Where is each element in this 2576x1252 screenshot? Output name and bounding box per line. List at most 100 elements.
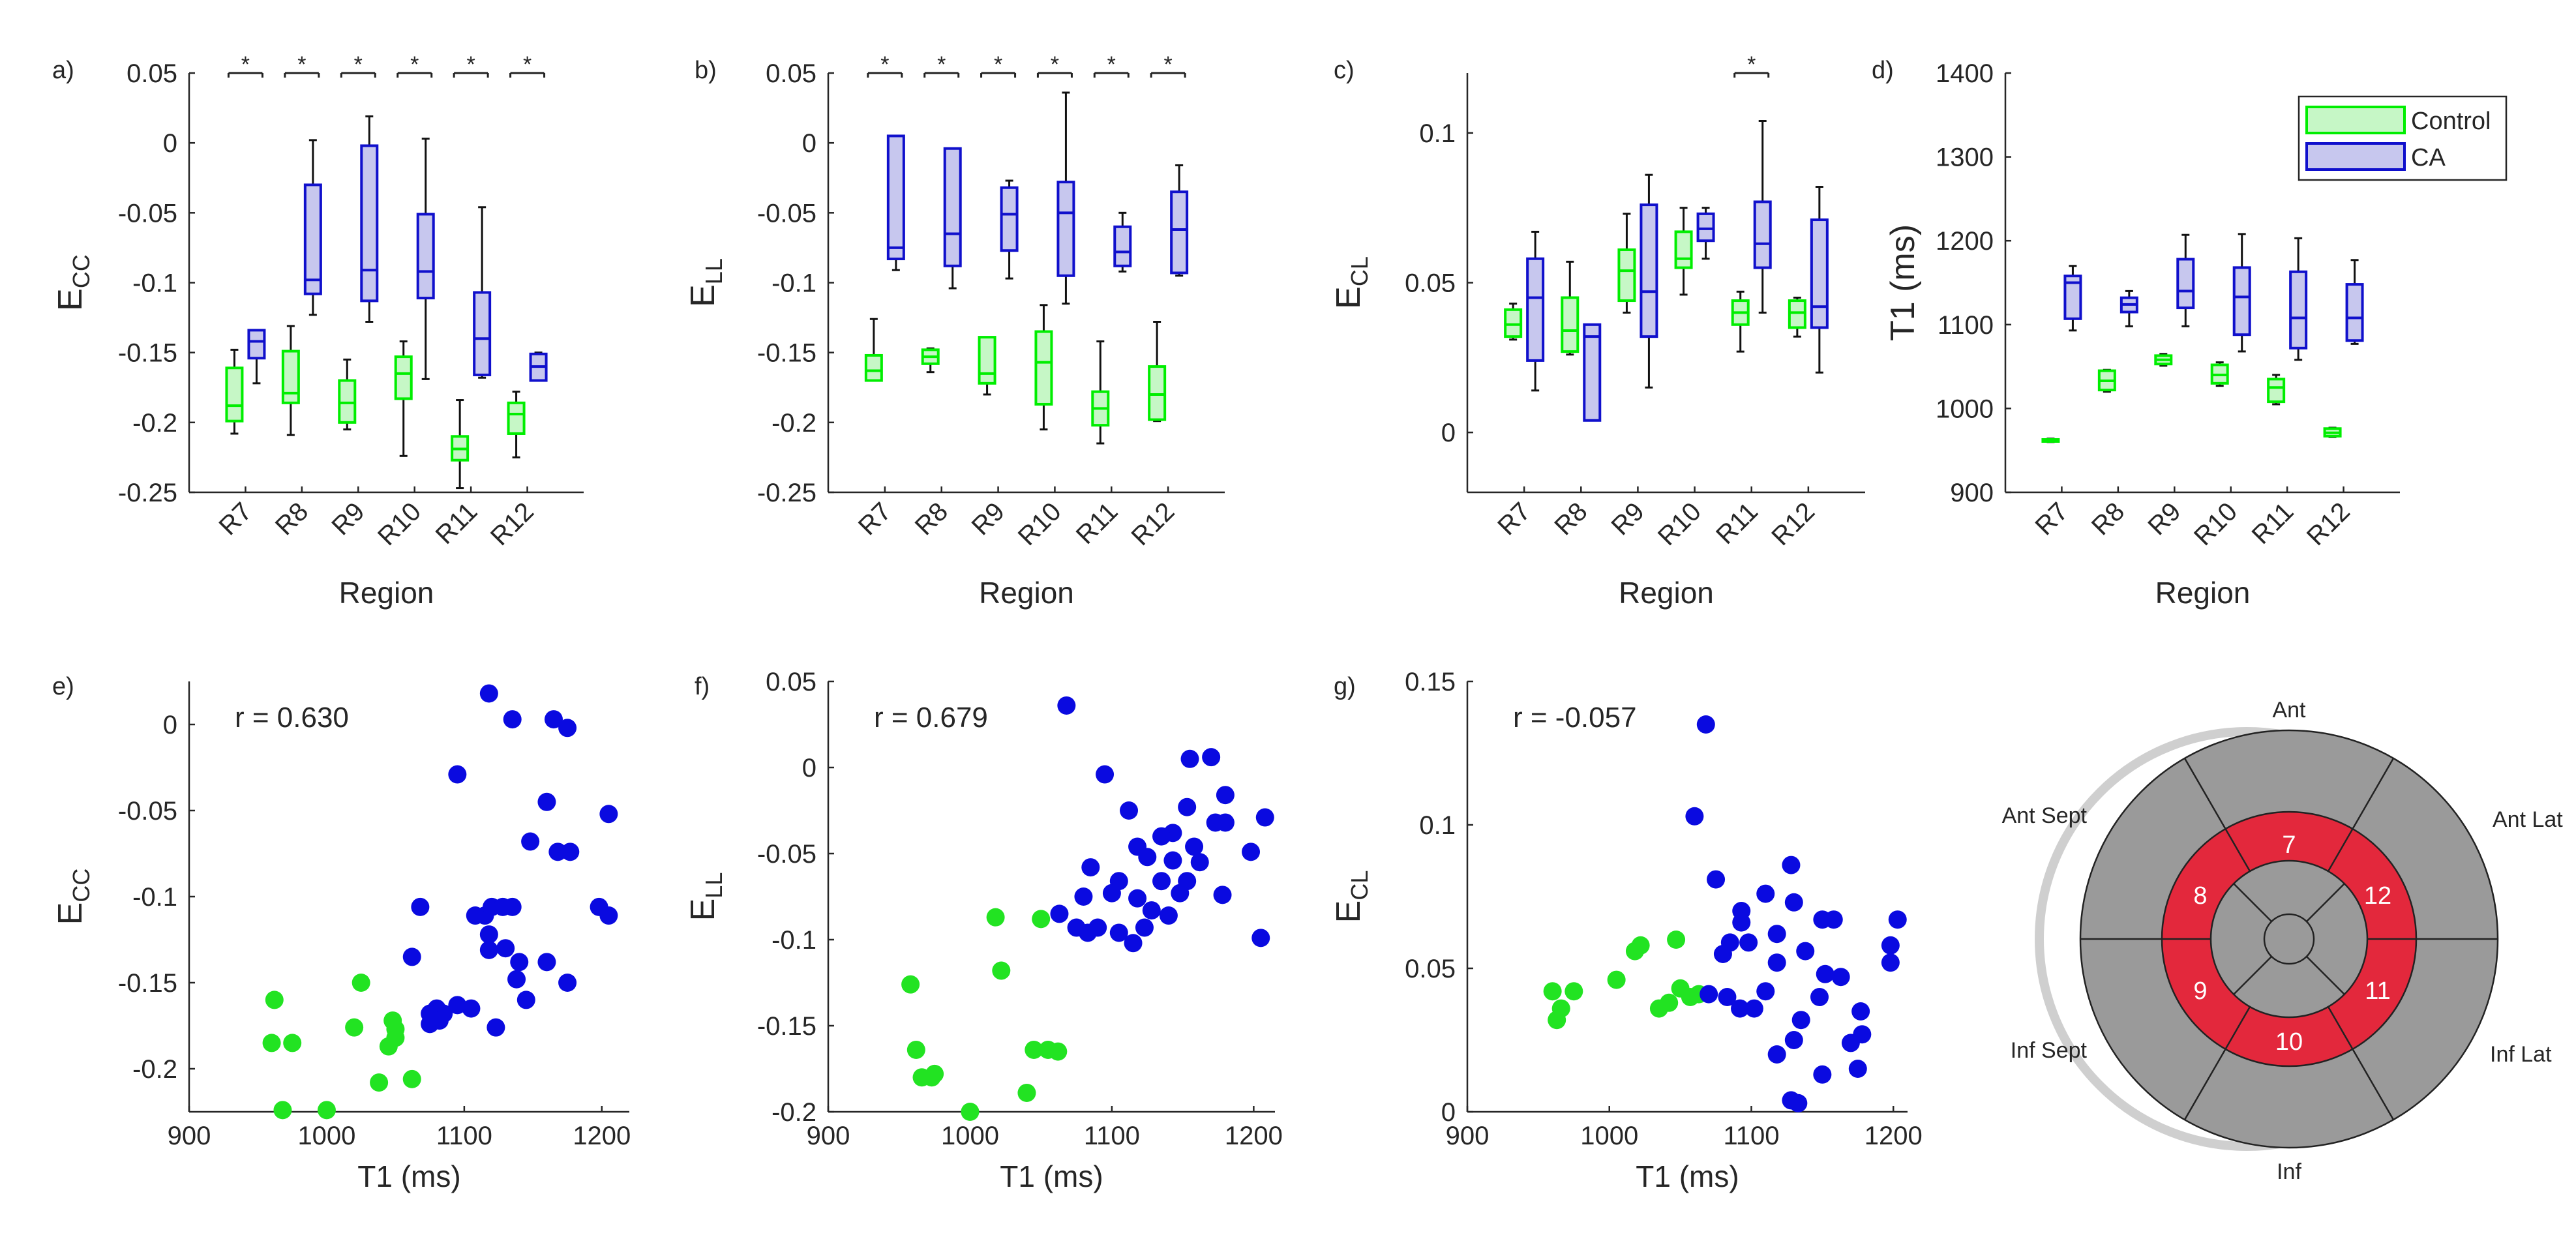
scatter-point-ca <box>561 842 580 861</box>
x-axis-label: T1 (ms) <box>1000 1159 1103 1193</box>
scatter-point-ca <box>1202 748 1221 767</box>
x-tick-label: R10 <box>1013 497 1067 551</box>
x-tick-label: 1200 <box>1225 1122 1283 1150</box>
scatter-point-ca <box>503 710 522 729</box>
x-tick-label: 1200 <box>1865 1122 1923 1150</box>
box-ca <box>360 144 379 303</box>
apical-divider <box>2233 955 2273 995</box>
x-tick-label: R7 <box>2030 497 2074 541</box>
x-tick-label: R11 <box>2247 497 2299 550</box>
x-tick-label: R12 <box>1766 497 1820 551</box>
box-control <box>1674 230 1693 269</box>
scatter-point-ca <box>1824 910 1843 929</box>
y-axis-label: ECC <box>52 869 95 925</box>
bullseye-label-ant-lat: Ant Lat <box>2493 807 2563 832</box>
correlation-annotation: r = 0.679 <box>874 702 988 734</box>
legend-swatch-ca <box>2305 142 2406 171</box>
scatter-point-ca <box>1074 887 1093 906</box>
scatter-point-ca <box>1159 906 1178 925</box>
x-tick-label: R7 <box>214 497 258 541</box>
scatter-point-ca <box>510 953 529 972</box>
x-axis-label: T1 (ms) <box>1636 1159 1739 1193</box>
box-ca <box>303 183 322 295</box>
scatter-point-ca <box>479 925 498 944</box>
x-tick-label: 900 <box>1446 1122 1490 1150</box>
box-control <box>1034 330 1053 406</box>
box-ca <box>943 147 962 267</box>
scatter-point-control <box>262 1034 281 1052</box>
x-tick-label: R11 <box>1711 497 1763 550</box>
mid-divider <box>2224 1006 2251 1050</box>
bullseye-apex <box>2263 913 2315 965</box>
scatter-point-ca <box>1120 801 1139 820</box>
box-ca <box>2289 270 2308 350</box>
x-tick-label: R12 <box>2301 497 2356 551</box>
scatter-point-ca <box>1881 953 1900 972</box>
scatter-point-ca <box>1128 889 1147 908</box>
box-ca <box>1583 323 1602 422</box>
y-tick-label: 0.15 <box>1405 668 1456 696</box>
box-control <box>507 401 526 435</box>
legend-label-ca: CA <box>2411 144 2446 171</box>
scatter-point-control <box>1631 936 1650 955</box>
y-tick-label: -0.15 <box>757 1012 816 1041</box>
significance-star: * <box>467 52 475 77</box>
y-tick-label: 0.05 <box>766 668 816 696</box>
scatter-point-ca <box>1178 797 1197 816</box>
significance-star: * <box>1747 52 1756 77</box>
y-tick-label: 0 <box>802 129 816 158</box>
box-ca <box>416 213 435 300</box>
significance-star: * <box>994 52 1002 77</box>
scatter-point-ca <box>1767 925 1786 944</box>
scatter-point-ca <box>1190 853 1209 872</box>
scatter-point-control <box>961 1103 980 1121</box>
segment-label-10: 10 <box>2275 1028 2303 1056</box>
y-tick-label: -0.05 <box>757 840 816 869</box>
scatter-point-control <box>386 1020 405 1039</box>
scatter-point-ca <box>503 897 522 916</box>
scatter-point-ca <box>1152 827 1171 846</box>
mid-divider <box>2327 828 2354 872</box>
y-tick-label: -0.05 <box>118 199 177 228</box>
box-control <box>1617 248 1636 303</box>
x-tick-label: R8 <box>2086 497 2130 541</box>
significance-star: * <box>1051 52 1059 77</box>
scatter-point-control <box>992 961 1011 980</box>
y-tick-label: -0.25 <box>757 479 816 507</box>
apical-divider <box>2233 883 2273 923</box>
x-tick-label: R8 <box>910 497 953 541</box>
scatter-point-ca <box>1784 1031 1803 1049</box>
box-ca <box>1696 212 1715 243</box>
scatter-point-ca <box>1756 884 1775 903</box>
legend-label-control: Control <box>2411 108 2491 135</box>
scatter-point-ca <box>1700 985 1718 1004</box>
x-tick-label: R7 <box>853 497 897 541</box>
x-tick-label: R9 <box>1606 497 1650 541</box>
scatter-point-control <box>1049 1042 1068 1061</box>
scatter-point-ca <box>1739 933 1758 952</box>
y-tick-label: 0.05 <box>127 59 177 88</box>
segment-label-11: 11 <box>2365 977 2390 1005</box>
scatter-point-control <box>273 1101 292 1120</box>
legend-swatch-control <box>2305 106 2406 134</box>
y-axis-label: ELL <box>684 258 727 307</box>
scatter-point-ca <box>1081 858 1100 877</box>
scatter-point-ca <box>1124 934 1143 953</box>
panel-label-f: f) <box>695 673 710 700</box>
box-ca <box>886 134 905 261</box>
scatter-point-ca <box>1163 851 1182 870</box>
scatter-point-control <box>1017 1083 1036 1102</box>
scatter-point-ca <box>1888 910 1907 929</box>
scatter-point-ca <box>448 996 467 1015</box>
scatter-point-ca <box>1851 1002 1870 1021</box>
x-tick-label: R12 <box>1126 497 1180 551</box>
scatter-point-ca <box>1718 988 1737 1006</box>
significance-star: * <box>297 52 306 77</box>
y-tick-label: -0.15 <box>757 339 816 368</box>
y-tick-label: 0.1 <box>1419 119 1456 148</box>
box-control <box>281 350 300 404</box>
scatter-point-control <box>901 975 920 994</box>
scatter-point-ca <box>1213 886 1232 904</box>
scatter-point-ca <box>466 906 485 925</box>
